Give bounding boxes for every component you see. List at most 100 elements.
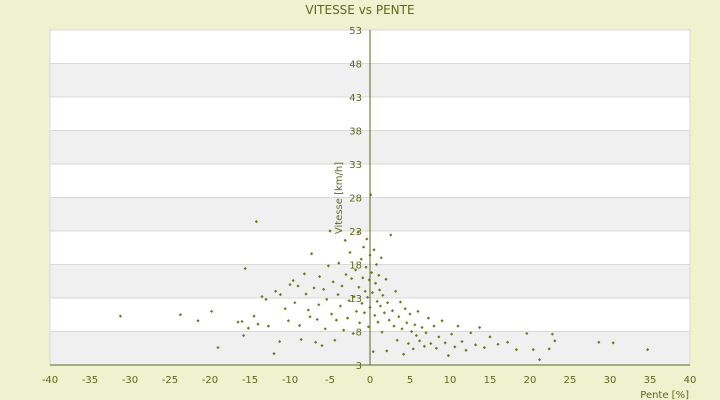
data-point xyxy=(488,335,492,339)
y-tick-label: 13 xyxy=(349,294,362,305)
x-tick-labels: -40 -35 -30 -25 -20 -15 -10 -5 0 5 10 15 20 25 30 35 40 xyxy=(42,375,697,386)
data-point xyxy=(482,345,486,350)
data-point xyxy=(410,329,414,334)
data-point xyxy=(354,268,358,272)
data-point xyxy=(351,331,355,336)
data-point xyxy=(406,341,410,346)
data-point xyxy=(418,339,422,343)
data-point xyxy=(354,309,358,313)
data-point xyxy=(395,338,399,342)
x-axis-label: Pente [%] xyxy=(640,390,689,400)
data-point xyxy=(357,285,361,289)
data-point xyxy=(434,346,438,350)
data-point xyxy=(210,309,214,313)
data-point xyxy=(389,233,393,237)
data-point xyxy=(413,323,417,327)
data-point xyxy=(118,314,122,318)
data-point xyxy=(346,316,350,320)
data-point xyxy=(384,277,388,281)
data-point xyxy=(361,276,365,280)
data-point xyxy=(378,304,382,308)
data-point xyxy=(646,347,650,352)
y-tick-label: 28 xyxy=(349,194,362,205)
y-tick-label: 23 xyxy=(349,227,362,238)
data-point xyxy=(478,325,482,330)
data-point xyxy=(370,270,374,275)
data-point xyxy=(299,337,303,342)
data-point xyxy=(450,332,454,336)
data-point xyxy=(288,283,292,287)
data-point xyxy=(429,341,433,346)
data-point xyxy=(240,319,244,324)
data-point xyxy=(440,319,444,323)
data-point xyxy=(254,220,258,224)
data-point xyxy=(304,292,308,296)
data-point xyxy=(424,331,428,335)
data-point xyxy=(372,248,376,252)
y-axis-label: Vitesse [km/h] xyxy=(334,162,345,234)
data-point xyxy=(547,347,551,351)
data-point xyxy=(411,347,415,351)
data-point xyxy=(414,333,418,338)
data-point xyxy=(283,307,287,311)
x-tick-label: 30 xyxy=(604,375,617,386)
data-point xyxy=(506,340,510,344)
data-point xyxy=(323,327,327,331)
axes xyxy=(50,30,690,366)
data-point xyxy=(318,274,322,279)
x-tick-label: -10 xyxy=(282,375,298,386)
y-tick-label: 33 xyxy=(349,160,362,171)
data-point xyxy=(364,265,368,269)
x-tick-label: -35 xyxy=(82,375,98,386)
chart-title: VITESSE vs PENTE xyxy=(305,3,414,17)
data-point xyxy=(408,312,412,316)
data-point xyxy=(328,229,332,233)
data-point xyxy=(342,328,346,332)
data-point xyxy=(291,278,295,283)
data-point xyxy=(363,289,367,293)
data-point xyxy=(398,300,402,304)
data-point xyxy=(394,289,398,293)
x-tick-label: 20 xyxy=(524,375,537,386)
y-tick-label: 3 xyxy=(356,361,362,372)
data-point xyxy=(464,348,468,352)
data-point xyxy=(390,309,394,313)
data-point xyxy=(306,308,310,312)
data-point xyxy=(315,317,319,322)
data-point xyxy=(387,318,391,322)
data-point xyxy=(293,301,297,305)
y-tick-label: 8 xyxy=(356,328,362,339)
data-point xyxy=(376,320,380,324)
data-point xyxy=(243,266,247,271)
data-point xyxy=(525,331,529,336)
data-point xyxy=(366,295,370,299)
x-tick-label: -30 xyxy=(122,375,138,386)
data-point xyxy=(310,252,314,256)
data-point xyxy=(236,320,240,324)
data-point xyxy=(308,315,312,319)
data-point xyxy=(334,318,338,322)
y-tick-label: 53 xyxy=(349,26,362,37)
data-point xyxy=(298,323,302,328)
data-point xyxy=(380,330,384,334)
data-point xyxy=(460,339,464,344)
data-point xyxy=(443,341,447,345)
data-point xyxy=(322,287,326,291)
data-point xyxy=(343,238,347,242)
data-point xyxy=(453,345,457,349)
data-point xyxy=(333,338,337,342)
x-tick-label: 0 xyxy=(367,375,373,386)
x-tick-label: -5 xyxy=(325,375,335,386)
data-point xyxy=(402,352,406,356)
data-point xyxy=(538,358,542,362)
data-point xyxy=(362,311,366,315)
data-point xyxy=(302,272,306,276)
x-tick-label: 40 xyxy=(684,375,697,386)
data-point xyxy=(432,324,436,328)
data-point xyxy=(456,324,460,328)
data-point xyxy=(371,350,375,354)
data-point xyxy=(374,262,378,267)
data-point xyxy=(382,311,386,315)
data-point xyxy=(242,333,246,338)
